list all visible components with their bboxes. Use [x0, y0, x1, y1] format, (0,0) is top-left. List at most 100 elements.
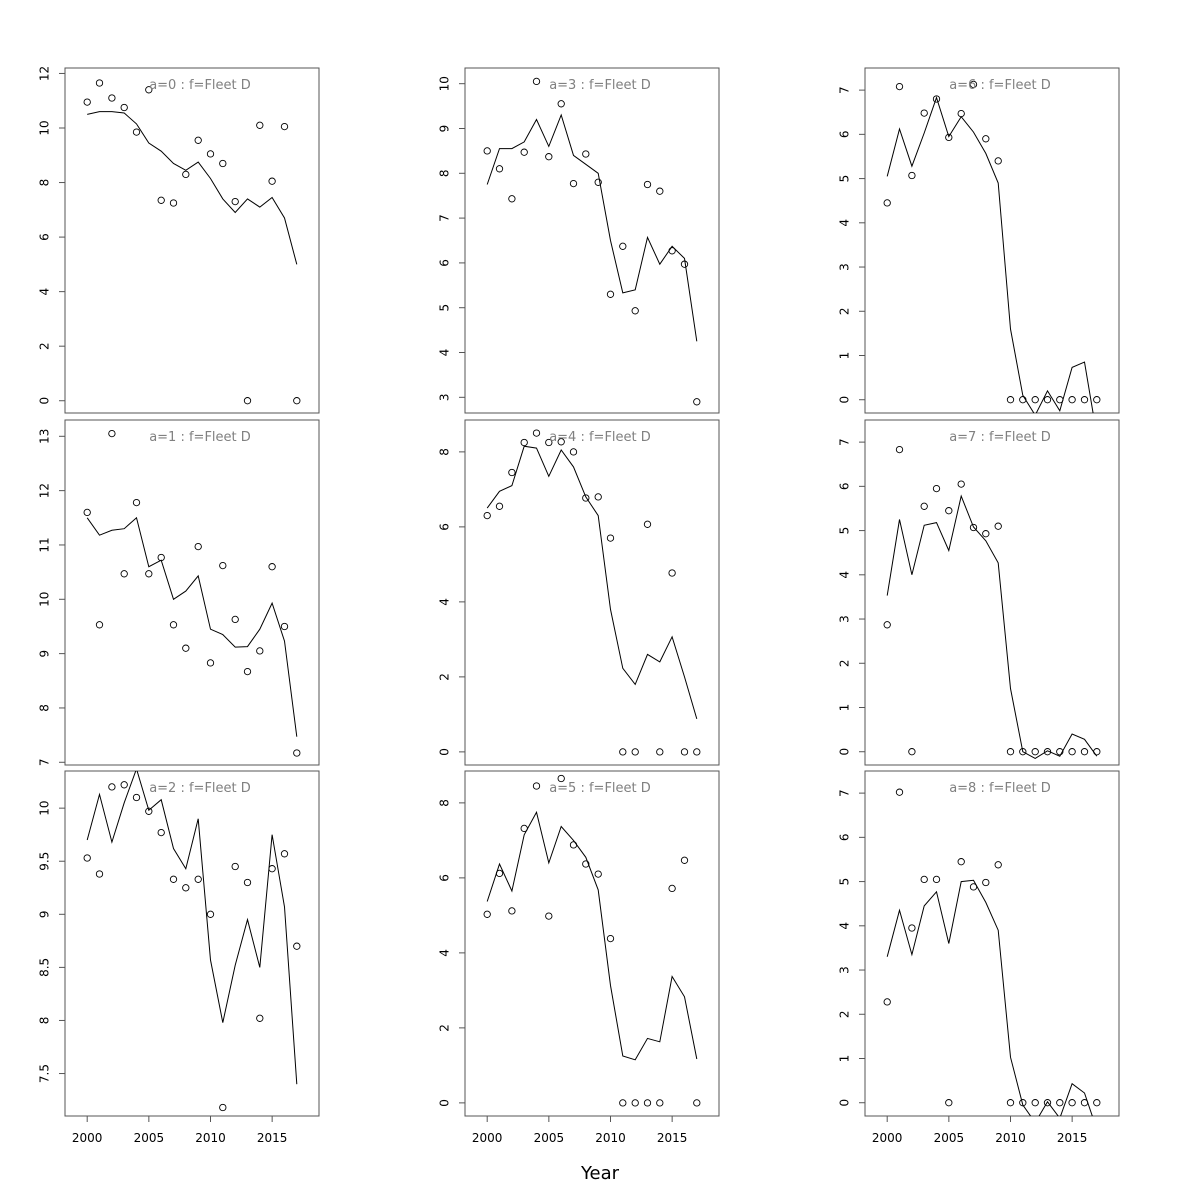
observed-point [1068, 1099, 1076, 1107]
observed-point [145, 86, 153, 94]
observed-point [95, 621, 104, 629]
observed-point [120, 781, 128, 789]
observed-point [1093, 396, 1101, 404]
observed-point [83, 508, 91, 517]
fitted-line [886, 879, 1093, 1116]
observed-point [520, 438, 528, 447]
observed-point [532, 782, 541, 790]
observed-point [132, 498, 141, 507]
observed-point [108, 429, 116, 438]
observed-point [483, 147, 491, 155]
x-tick-label: 2000 [872, 1131, 903, 1145]
observed-point [108, 783, 116, 791]
y-tick-label: 6 [838, 131, 852, 139]
y-tick-label: 7.5 [38, 1064, 52, 1083]
observed-point [132, 128, 141, 136]
observed-point [231, 615, 239, 624]
observed-point [557, 774, 565, 783]
y-tick-label: 6 [438, 259, 452, 267]
observed-point [582, 494, 590, 502]
panel-3: 0 1 2 3 4 5 6 7 a=6 : f=Fleet D [838, 67, 1120, 414]
observed-point [594, 870, 602, 878]
plot-frame [464, 419, 720, 766]
plot-frame [64, 419, 320, 766]
observed-point [994, 522, 1002, 530]
observed-point [908, 924, 916, 932]
observed-point [1019, 748, 1027, 756]
observed-point [1043, 748, 1052, 756]
observed-point [1043, 1099, 1052, 1107]
y-tick-label: 2 [38, 342, 52, 350]
y-tick-label: 3 [838, 263, 852, 271]
observed-point [532, 77, 541, 86]
observed-point [619, 1099, 627, 1107]
panel-title: a=5 : f=Fleet D [549, 781, 651, 796]
x-tick-label: 2005 [534, 1131, 565, 1145]
observed-point [83, 98, 91, 106]
y-tick-label: 12 [38, 483, 52, 498]
y-tick-label: 6 [438, 523, 452, 531]
x-tick-label: 2015 [657, 1131, 688, 1145]
y-tick-label: 9 [38, 650, 52, 658]
observed-point [982, 135, 990, 143]
observed-point [569, 179, 578, 188]
observed-point [219, 561, 227, 570]
panel-2: 3 4 5 6 7 8 9 10 a=3 : f=Fleet D [438, 67, 720, 414]
observed-point [582, 860, 590, 868]
observed-point [256, 1014, 264, 1022]
observed-point [957, 109, 965, 118]
fitted-line [886, 494, 1098, 759]
y-tick-label: 4 [438, 349, 452, 357]
panel-title: a=4 : f=Fleet D [549, 430, 651, 445]
observed-point [606, 934, 615, 943]
y-tick-label: 6 [838, 483, 852, 491]
observed-point [1080, 396, 1089, 404]
observed-point [945, 507, 953, 515]
y-tick-label: 7 [838, 789, 852, 797]
observed-point [932, 484, 941, 493]
y-tick-label: 12 [38, 66, 52, 81]
observed-point [920, 502, 928, 510]
observed-point [83, 854, 91, 862]
panel-6: 0 1 2 3 4 5 6 7 a=7 : f=Fleet D [838, 419, 1120, 766]
observed-point [619, 748, 627, 756]
observed-point [280, 122, 289, 131]
y-tick-label: 10 [38, 120, 52, 135]
observed-point [631, 1099, 639, 1107]
x-tick-label: 2005 [934, 1131, 965, 1145]
observed-point [594, 178, 602, 186]
y-tick-label: 9 [438, 125, 452, 133]
observed-point [668, 569, 676, 577]
observed-point [95, 79, 104, 87]
y-tick-label: 4 [838, 922, 852, 930]
y-tick-label: 2 [438, 673, 452, 681]
observed-point [495, 869, 504, 878]
observed-point [569, 841, 578, 849]
panel-title: a=2 : f=Fleet D [149, 781, 251, 796]
observed-point [508, 907, 516, 915]
observed-point [693, 1099, 701, 1107]
observed-point [194, 875, 202, 883]
panel-title: a=1 : f=Fleet D [149, 430, 251, 445]
panel-title: a=7 : f=Fleet D [949, 430, 1051, 445]
observed-point [169, 621, 178, 629]
observed-point [231, 197, 239, 206]
y-tick-label: 4 [438, 949, 452, 957]
observed-point [1093, 1099, 1101, 1107]
y-tick-label: 7 [838, 86, 852, 94]
observed-point [994, 861, 1002, 869]
observed-point [520, 824, 528, 833]
plot-frame [464, 770, 720, 1117]
observed-point [95, 870, 104, 878]
observed-point [1006, 396, 1015, 404]
observed-point [495, 502, 504, 510]
y-tick-label: 0 [438, 1099, 452, 1107]
observed-point [932, 875, 941, 884]
x-tick-label: 2010 [595, 1131, 626, 1145]
observed-point [157, 553, 165, 562]
observed-point [895, 82, 904, 91]
observed-point [145, 807, 153, 815]
observed-point [1056, 748, 1064, 756]
observed-point [243, 878, 252, 887]
